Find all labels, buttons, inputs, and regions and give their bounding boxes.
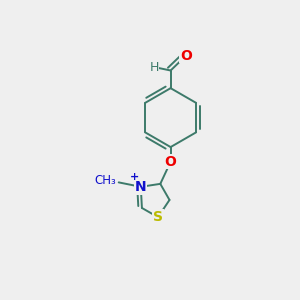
Text: CH₃: CH₃ <box>94 174 116 188</box>
Text: O: O <box>165 155 176 169</box>
Text: O: O <box>180 49 192 63</box>
Text: +: + <box>130 172 139 182</box>
Text: N: N <box>135 180 147 194</box>
Text: S: S <box>153 210 163 224</box>
Text: H: H <box>149 61 159 74</box>
